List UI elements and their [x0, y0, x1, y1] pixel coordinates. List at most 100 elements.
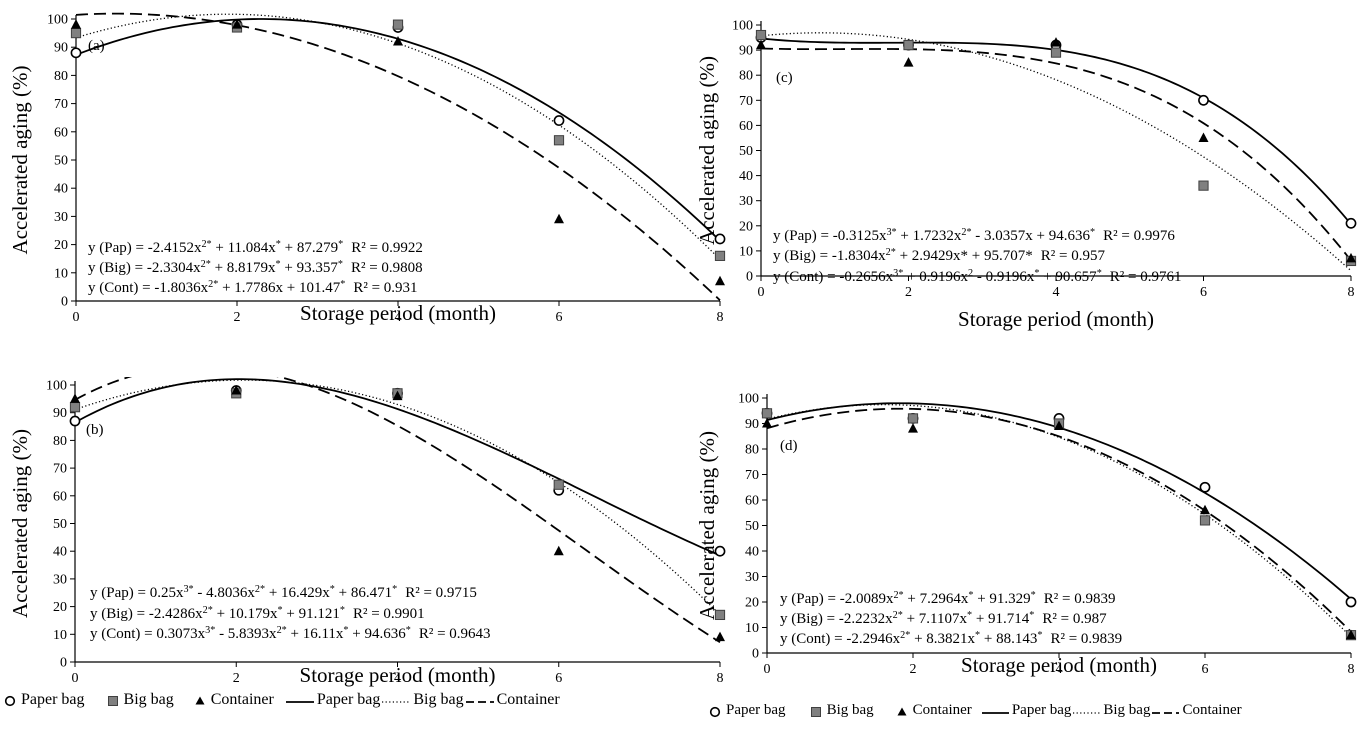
equation-part: + 2.9429x* + 95.707*: [896, 248, 1033, 264]
equation-r2: R² = 0.9901: [353, 606, 425, 622]
regression-equation: y (Big) = -2.2232x2* + 7.1107x* + 91.714…: [780, 610, 1107, 628]
regression-equation: y (Cont) = -1.8036x2* + 1.7786x + 101.47…: [88, 279, 418, 297]
x-tick-label: 8: [717, 671, 724, 686]
fit-curve-paper-bag: [76, 18, 721, 242]
equation-part: + 16.429x: [265, 585, 330, 601]
y-tick-label: 100: [46, 379, 67, 394]
panel-label: (d): [780, 438, 798, 454]
equation-superscript: *: [340, 279, 345, 290]
y-tick-label: 10: [54, 266, 68, 281]
data-point-container: [231, 385, 242, 395]
fit-curve-big-bag: [75, 379, 721, 616]
legend-label: Big bag: [1103, 702, 1151, 718]
square-marker-icon: [810, 706, 821, 717]
legend-right: Paper bag Big bag Container Paper bag Big ba…: [707, 702, 1242, 719]
equation-part: + 7.1107x: [903, 611, 968, 627]
x-tick-label: 6: [556, 310, 563, 325]
legend-label: Big bag: [826, 702, 874, 718]
solid-line-icon: [981, 711, 1009, 714]
x-tick-label: 6: [1200, 285, 1207, 300]
y-tick-label: 70: [745, 468, 759, 483]
y-tick-label: 30: [53, 572, 67, 587]
equation-superscript: 2: [968, 268, 973, 279]
equation-superscript: *: [330, 584, 335, 595]
panel-label: (a): [88, 38, 105, 54]
x-tick-label: 4: [1053, 285, 1060, 300]
equation-r2: R² = 0.9976: [1103, 228, 1175, 244]
data-point-container: [553, 545, 564, 556]
data-point-paper-bag: [70, 47, 82, 59]
y-tick-label: 30: [739, 194, 753, 209]
legend-label: Big bag: [413, 691, 464, 708]
x-tick-label: 4: [1056, 662, 1063, 677]
fit-curve-big-bag: [76, 13, 721, 260]
y-tick-label: 100: [738, 392, 759, 407]
x-axis-title: Storage period (month): [300, 663, 496, 687]
equation-part: + 91.329: [973, 591, 1030, 607]
regression-equation: y (Pap) = -0.3125x3* + 1.7232x2* - 3.035…: [773, 227, 1175, 245]
legend-item-container-line: Container: [1152, 702, 1242, 719]
equation-superscript: 3*: [886, 227, 896, 238]
equation-r2: R² = 0.9808: [351, 260, 423, 276]
equation-part: + 8.3821x: [910, 631, 975, 647]
equation-superscript: *: [406, 625, 411, 636]
regression-equation: y (Big) = -1.8304x2* + 2.9429x* + 95.707…: [773, 247, 1105, 265]
y-tick-label: 40: [54, 182, 68, 197]
dotted-line-icon: [1073, 711, 1101, 714]
x-tick-label: 8: [1348, 662, 1355, 677]
x-axis-title: Storage period (month): [958, 307, 1154, 331]
y-axis-title: Accelerated aging (%): [695, 431, 719, 620]
legend-left: Paper bag Big bag Container Paper bag Big ba…: [2, 691, 560, 709]
legend-label: Container: [1182, 702, 1242, 718]
legend-label: Paper bag: [316, 691, 381, 708]
x-tick-label: 8: [717, 310, 724, 325]
equation-part: + 16.11x: [287, 626, 344, 642]
triangle-marker-icon: [897, 707, 907, 715]
y-tick-label: 50: [745, 519, 759, 534]
data-point-container: [71, 19, 81, 29]
legend-label: Container: [496, 691, 560, 708]
equation-superscript: *: [1090, 227, 1095, 238]
data-point-big-bag: [553, 135, 565, 146]
equation-part: + 90.657: [1039, 269, 1097, 285]
data-point-big-bag: [1050, 47, 1062, 58]
data-point-container: [903, 57, 914, 67]
x-tick-label: 0: [72, 671, 79, 686]
equation-r2: R² = 0.9922: [351, 240, 423, 256]
dashed-line-icon: [465, 701, 494, 703]
x-tick-label: 8: [1348, 285, 1355, 300]
legend-label: Paper bag: [1011, 702, 1072, 718]
data-point-container: [715, 275, 725, 286]
data-point-container: [908, 423, 918, 433]
equation-superscript: 2*: [277, 625, 287, 636]
panel-label: (b): [86, 422, 104, 438]
legend-item-paper-bag-marker: Paper bag: [707, 702, 786, 719]
panel-label: (c): [776, 70, 793, 86]
equation-part: + 91.714: [972, 611, 1030, 627]
solid-line-icon: [285, 701, 314, 703]
legend-item-big-bag-line: Big bag: [1073, 702, 1150, 719]
y-tick-label: 60: [739, 119, 753, 134]
x-tick-label: 4: [395, 310, 402, 325]
chart-panel-c: 0 10 20 30 40 50 60 70 80 90 100 0 2 4 6 8 Storage perio…: [695, 19, 1357, 331]
data-point-big-bag: [1199, 515, 1211, 526]
equation-superscript: *: [276, 239, 281, 250]
data-point-container: [1051, 37, 1061, 47]
equation-part: + 7.2964x: [904, 591, 969, 607]
y-tick-label: 40: [739, 169, 753, 184]
equation-part: - 3.0357x + 94.636: [972, 228, 1091, 244]
legend-item-container-marker: Container: [894, 702, 972, 719]
data-point-container: [392, 390, 403, 401]
equation-part: - 4.8036x: [194, 585, 256, 601]
equation-superscript: 2*: [961, 227, 971, 238]
equation-part: y (Cont) = -2.2946x: [780, 631, 901, 647]
legend-item-container-marker: Container: [192, 691, 274, 709]
data-point-paper-bag: [1199, 481, 1211, 493]
data-point-paper-bag: [553, 115, 565, 126]
data-point-container: [756, 39, 766, 50]
y-tick-label: 0: [60, 656, 67, 671]
data-point-container: [1198, 132, 1209, 142]
equation-r2: R² = 0.931: [353, 280, 417, 296]
y-tick-label: 50: [739, 144, 753, 159]
data-point-container: [1054, 420, 1064, 431]
